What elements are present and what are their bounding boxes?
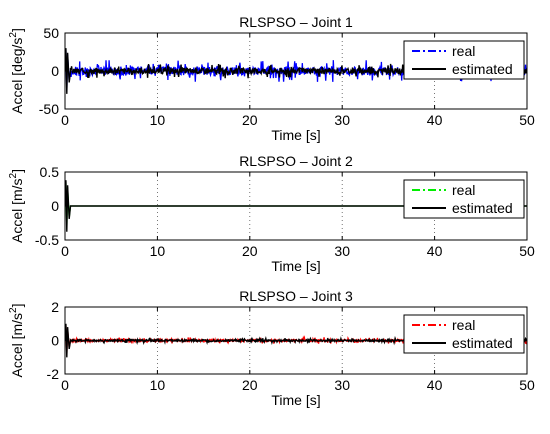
legend-box — [403, 179, 525, 219]
legend-box — [403, 314, 525, 354]
y-axis-label-main: Accel [m/s — [9, 313, 25, 378]
x-axis-label: Time [s] — [271, 258, 320, 274]
y-tick-label: 2 — [51, 299, 59, 315]
x-tick-label: 40 — [427, 377, 443, 393]
x-tick-label: 50 — [519, 377, 535, 393]
x-tick-label: 10 — [150, 377, 166, 393]
x-tick-label: 30 — [334, 377, 350, 393]
legend: real estimated — [403, 314, 525, 354]
y-axis-label-tail: ] — [9, 28, 25, 32]
x-axis-label: Time [s] — [271, 392, 320, 408]
y-tick-label: -50 — [39, 101, 59, 117]
y-axis-label: Accel [m/s2] — [8, 169, 25, 243]
y-axis-label: Accel [deg/s2] — [8, 28, 25, 114]
y-axis-label-main: Accel [deg/s — [9, 38, 25, 114]
x-tick-label: 50 — [519, 112, 535, 128]
y-axis-label-sup: 2 — [8, 172, 19, 178]
legend-label-estimated: estimated — [452, 335, 513, 351]
legend-label-real: real — [452, 182, 475, 198]
legend: real estimated — [403, 179, 525, 219]
x-tick-label: 50 — [519, 243, 535, 259]
y-tick-label: 0 — [51, 63, 59, 79]
legend-label-estimated: estimated — [452, 61, 513, 77]
y-tick-label: 0 — [51, 333, 59, 349]
y-axis-label: Accel [m/s2] — [8, 303, 25, 377]
x-tick-label: 20 — [242, 112, 258, 128]
y-tick-label: 50 — [43, 25, 59, 41]
x-tick-label: 40 — [427, 112, 443, 128]
x-tick-label: 30 — [334, 112, 350, 128]
x-tick-label: 20 — [242, 243, 258, 259]
chart-title: RLSPSO – Joint 3 — [239, 288, 353, 304]
x-tick-label: 40 — [427, 243, 443, 259]
y-axis-label-main: Accel [m/s — [9, 178, 25, 243]
x-tick-label: 30 — [334, 243, 350, 259]
y-axis-label-tail: ] — [9, 169, 25, 173]
x-tick-label: 0 — [61, 377, 69, 393]
y-tick-label: -0.5 — [35, 232, 59, 248]
x-tick-label: 20 — [242, 377, 258, 393]
y-tick-label: -2 — [47, 366, 60, 382]
y-axis-label-tail: ] — [9, 303, 25, 307]
x-axis-label: Time [s] — [271, 127, 320, 143]
legend-label-real: real — [452, 43, 475, 59]
y-tick-label: 0.5 — [40, 164, 60, 180]
legend: real estimated — [403, 40, 525, 80]
x-tick-label: 10 — [150, 112, 166, 128]
legend-label-estimated: estimated — [452, 200, 513, 216]
x-tick-label: 0 — [61, 243, 69, 259]
chart-title: RLSPSO – Joint 1 — [239, 14, 353, 30]
legend-label-real: real — [452, 317, 475, 333]
legend-box — [403, 40, 525, 80]
y-tick-label: 0 — [51, 198, 59, 214]
chart-title: RLSPSO – Joint 2 — [239, 153, 353, 169]
x-tick-label: 0 — [61, 112, 69, 128]
x-tick-label: 10 — [150, 243, 166, 259]
y-axis-label-sup: 2 — [8, 32, 19, 38]
y-axis-label-sup: 2 — [8, 307, 19, 313]
